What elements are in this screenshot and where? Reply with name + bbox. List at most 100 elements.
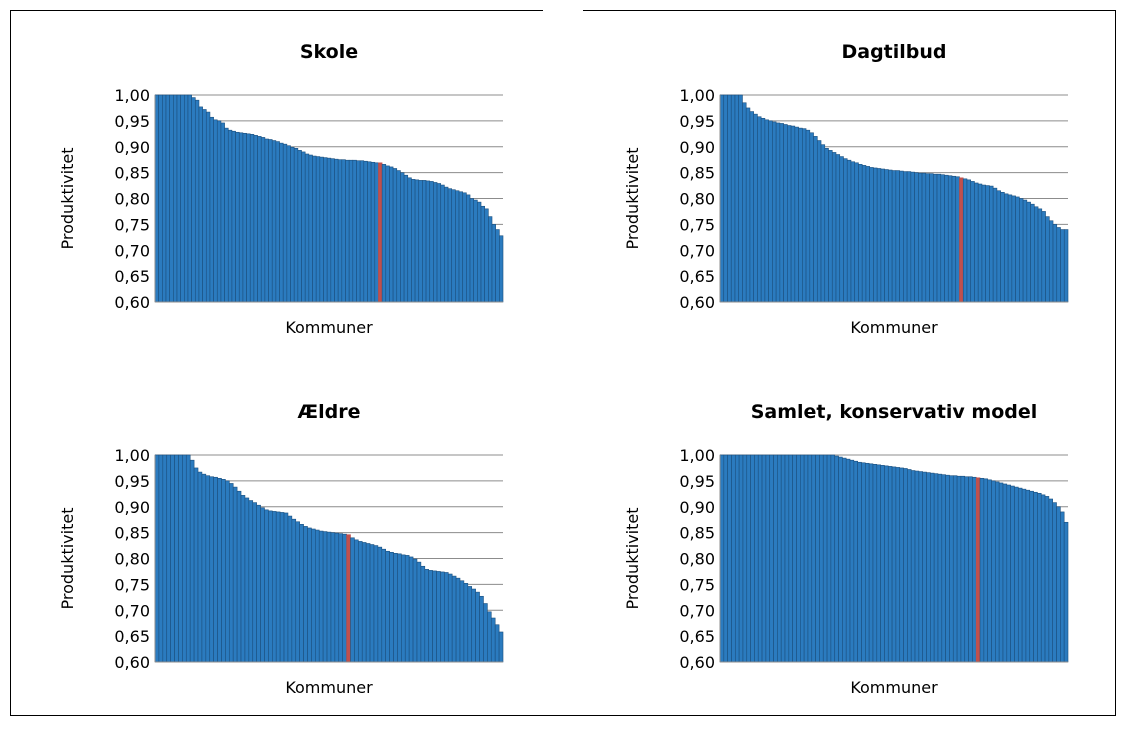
bar (279, 142, 284, 303)
chart-skole-svg: Skole 0,60 0,65 0,70 0,75 0,80 0,85 0,90 0,95 1,0… (58, 41, 504, 337)
bar (369, 544, 375, 663)
chart-skole: Skole 0,60 0,65 0,70 0,75 0,80 0,85 0,90 0,95 1,0… (55, 40, 515, 370)
bar (895, 467, 901, 663)
bar (374, 162, 379, 303)
bar (326, 157, 332, 303)
bar (757, 116, 762, 303)
bar (487, 611, 492, 663)
bar (1048, 498, 1054, 663)
bar (248, 500, 254, 663)
bar (275, 141, 280, 303)
bar (414, 179, 420, 303)
bar (995, 481, 1000, 663)
bar (367, 161, 372, 303)
bar (964, 476, 969, 663)
bar (1017, 487, 1023, 663)
bar (301, 151, 306, 303)
bar (787, 125, 792, 303)
bar (176, 94, 181, 303)
bar (217, 477, 222, 663)
bar (403, 174, 409, 303)
bar (480, 205, 485, 303)
bar (922, 471, 927, 663)
bar (802, 128, 807, 303)
y-tick-label: 0,65 (114, 627, 150, 646)
bar (307, 527, 312, 663)
bar (256, 504, 261, 663)
bar (807, 454, 813, 663)
bar (742, 102, 747, 303)
bar (884, 169, 889, 303)
bar (334, 532, 340, 663)
bar (1002, 483, 1008, 663)
y-tick-label: 0,65 (114, 267, 150, 286)
bar (850, 161, 856, 303)
bar (738, 94, 743, 303)
bar (757, 454, 763, 663)
bar (227, 129, 233, 303)
bar (330, 158, 335, 303)
bar (392, 168, 398, 303)
y-tick-label: 0,90 (679, 138, 715, 157)
bar (279, 512, 285, 663)
y-tick-label: 0,85 (679, 524, 715, 543)
bar (1029, 490, 1034, 663)
bar (952, 475, 958, 663)
bar (330, 532, 336, 663)
bar (1056, 506, 1061, 663)
bar (753, 113, 758, 303)
bar (858, 164, 863, 303)
bar (845, 458, 851, 663)
bar (779, 123, 784, 303)
bar-highlight (959, 177, 964, 303)
bar (158, 94, 163, 303)
bar (788, 454, 793, 663)
bar (268, 510, 273, 663)
bar (389, 166, 394, 303)
bar (899, 467, 904, 663)
bar (304, 153, 310, 303)
bar (1060, 511, 1065, 663)
bar (831, 152, 837, 303)
bar (337, 159, 343, 303)
bar (370, 161, 376, 303)
bar (359, 160, 365, 303)
bar (498, 631, 504, 663)
bar (184, 94, 189, 303)
bar (1040, 494, 1046, 663)
bar (404, 555, 410, 663)
bar (842, 457, 847, 663)
bar (458, 191, 464, 303)
bar (162, 94, 167, 303)
bar (783, 124, 788, 303)
y-tick-label: 0,90 (114, 498, 150, 517)
bar (389, 551, 394, 663)
chart-samlet: Samlet, konservativ model 0,60 0,65 0,70 0,7… (620, 400, 1080, 730)
bar (345, 159, 350, 303)
bar (408, 556, 414, 663)
bar (209, 476, 214, 663)
bar (363, 160, 368, 303)
bar (824, 148, 829, 303)
bar (1004, 193, 1009, 303)
chart-dagtilbud: Dagtilbud 0,60 0,65 0,70 0,75 0,80 0,85 0,90 0,9… (620, 40, 1080, 370)
bar (723, 94, 728, 303)
bar (937, 473, 943, 663)
bar (459, 580, 465, 663)
bar (451, 575, 457, 663)
bar (428, 570, 433, 663)
bar (891, 466, 897, 663)
bar (462, 192, 467, 303)
bar (974, 182, 979, 303)
bar (236, 490, 242, 663)
y-axis-label: Produktivitet (58, 148, 77, 250)
bar (467, 586, 473, 663)
bar (764, 119, 769, 303)
bar (455, 190, 460, 303)
bar (205, 111, 211, 303)
bar (1052, 502, 1057, 663)
bar (903, 468, 908, 663)
bar (929, 173, 934, 303)
bar (798, 127, 803, 303)
bar (800, 454, 805, 663)
